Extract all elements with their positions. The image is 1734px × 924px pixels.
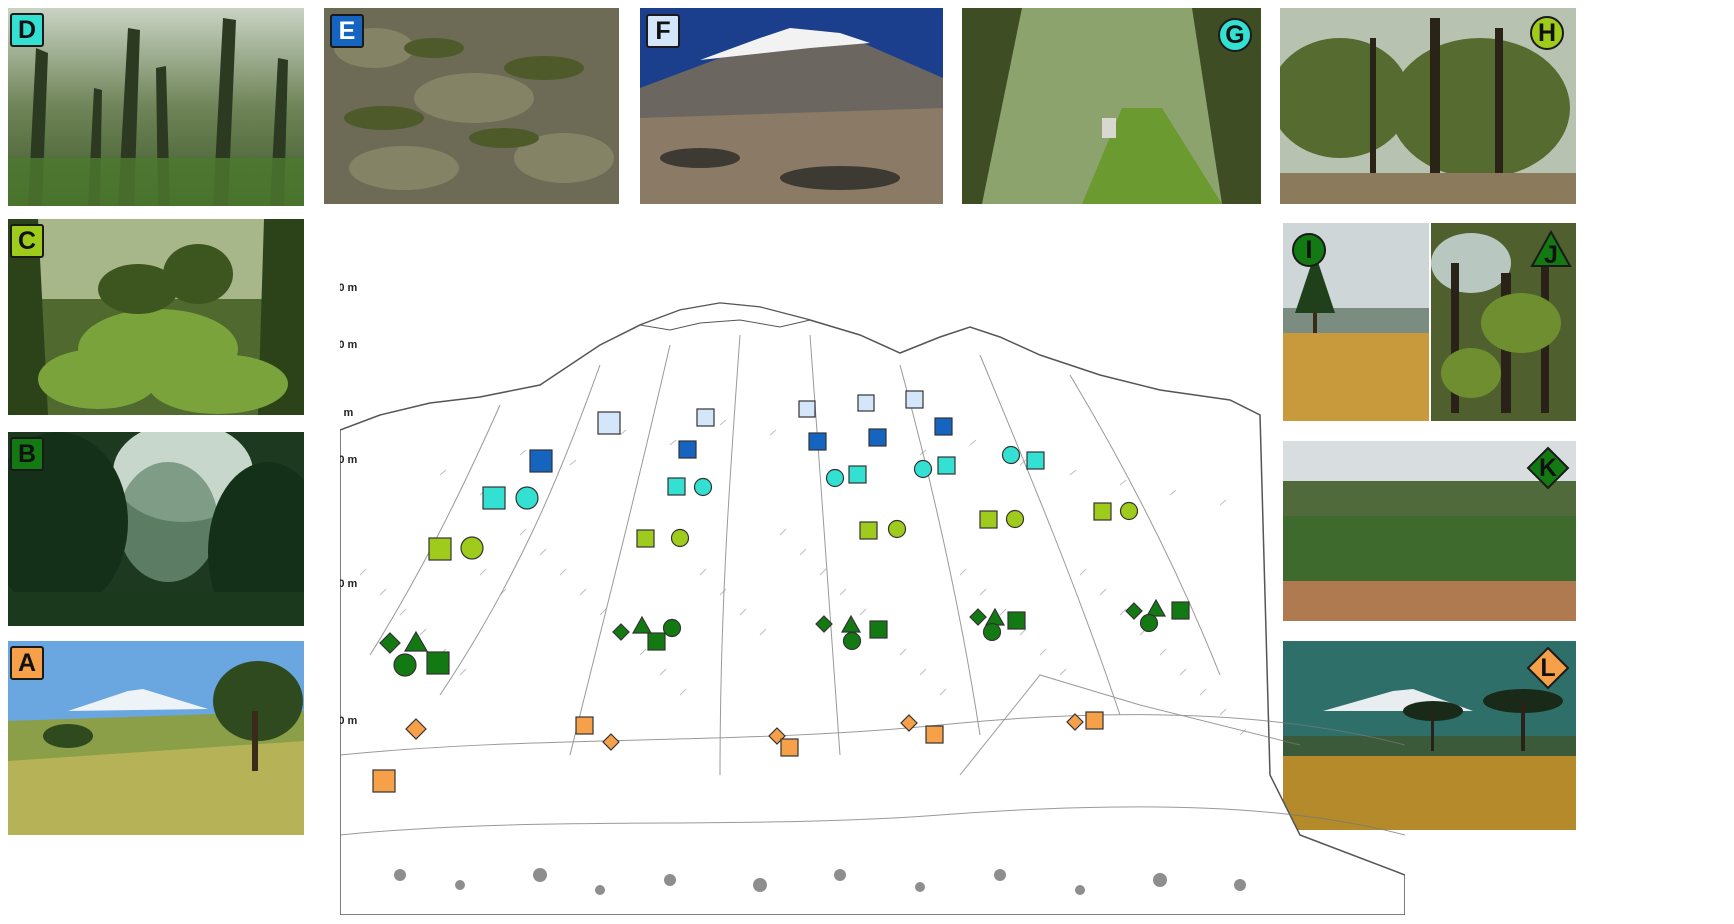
- altitude-label: 1000 m: [340, 715, 358, 727]
- marker-turquoise-circle: [825, 468, 845, 488]
- marker-dark-green-square: [1007, 611, 1026, 630]
- marker-lime-square: [1093, 502, 1112, 521]
- photo-c-montane-forest: [8, 219, 304, 415]
- marker-dark-green-square: [869, 620, 888, 639]
- photo-f-alpine-desert: [640, 8, 943, 204]
- marker-pale-blue-square: [857, 394, 875, 412]
- altitude-label: 2000 m: [340, 578, 358, 590]
- marker-dark-green-triangle: [631, 615, 653, 634]
- marker-dark-blue-square: [678, 440, 697, 459]
- marker-turquoise-circle: [1001, 445, 1021, 465]
- marker-dark-blue-square: [934, 417, 953, 436]
- plot-markers: [372, 390, 1190, 793]
- marker-turquoise-circle: [515, 486, 539, 510]
- altitude-axis: 6000 m 5000 m 4000 m 3000 m 2000 m 1000 …: [340, 282, 358, 727]
- marker-dark-green-circle: [662, 618, 682, 638]
- photo-label-l: L: [1526, 646, 1570, 690]
- marker-dark-green-diamond: [969, 608, 987, 626]
- marker-orange-diamond: [1066, 713, 1084, 731]
- marker-orange-square: [780, 738, 799, 757]
- marker-pale-blue-square: [696, 408, 715, 427]
- marker-orange-square: [1085, 711, 1104, 730]
- marker-dark-green-triangle: [403, 630, 429, 652]
- photo-label-i: I: [1292, 233, 1326, 267]
- marker-dark-green-circle: [1139, 613, 1159, 633]
- photo-label-e: E: [330, 14, 364, 48]
- photo-label-g: G: [1218, 18, 1252, 52]
- marker-dark-blue-square: [868, 428, 887, 447]
- photo-l-maize-field: [1283, 641, 1576, 830]
- marker-orange-square: [372, 769, 396, 793]
- photo-label-b: B: [10, 437, 44, 471]
- marker-lime-square: [979, 510, 998, 529]
- marker-lime-square: [428, 537, 452, 561]
- marker-dark-green-square: [426, 651, 450, 675]
- marker-turquoise-square: [848, 465, 867, 484]
- marker-dark-green-triangle: [1145, 598, 1167, 617]
- altitude-label: 6000 m: [340, 282, 358, 294]
- marker-lime-square: [859, 521, 878, 540]
- photo-g-disturbed-forest: [962, 8, 1261, 204]
- altitude-label: 5000 m: [340, 339, 358, 351]
- marker-dark-green-diamond: [815, 615, 833, 633]
- marker-lime-circle: [887, 519, 907, 539]
- marker-turquoise-square: [1026, 451, 1045, 470]
- photo-e-ericaceous-heath: [324, 8, 619, 204]
- marker-turquoise-square: [482, 486, 506, 510]
- photo-label-c: C: [10, 224, 44, 258]
- mountain-sketch: [340, 302, 1405, 915]
- marker-dark-green-diamond: [379, 632, 401, 654]
- marker-dark-blue-square: [808, 432, 827, 451]
- marker-orange-square: [925, 725, 944, 744]
- marker-lime-circle: [670, 528, 690, 548]
- marker-pale-blue-square: [798, 400, 816, 418]
- marker-pale-blue-square: [905, 390, 924, 409]
- marker-orange-square: [575, 716, 594, 735]
- marker-dark-green-diamond: [612, 623, 630, 641]
- marker-dark-green-circle: [842, 631, 862, 651]
- photo-label-j: J: [1530, 230, 1572, 269]
- marker-lime-circle: [460, 536, 484, 560]
- altitude-label: 3000 m: [340, 454, 358, 466]
- marker-pale-blue-square: [597, 411, 621, 435]
- photo-a-savanna: [8, 641, 304, 835]
- marker-turquoise-circle: [913, 459, 933, 479]
- photo-b-misty-forest: [8, 432, 304, 626]
- photo-label-h: H: [1530, 16, 1564, 50]
- photo-label-k: K: [1526, 446, 1570, 490]
- marker-dark-green-circle: [982, 622, 1002, 642]
- marker-orange-diamond: [900, 714, 918, 732]
- marker-dark-green-diamond: [1125, 602, 1143, 620]
- marker-dark-green-square: [647, 632, 666, 651]
- marker-orange-diamond: [602, 733, 620, 751]
- marker-dark-green-square: [1171, 601, 1190, 620]
- photo-label-a: A: [10, 646, 44, 680]
- marker-turquoise-square: [667, 477, 686, 496]
- photo-label-f: F: [646, 14, 680, 48]
- marker-dark-green-circle: [393, 653, 417, 677]
- photo-h-logged-forest: [1280, 8, 1576, 204]
- mountain-transect-diagram: 6000 m 5000 m 4000 m 3000 m 2000 m 1000 …: [340, 282, 1405, 915]
- marker-lime-circle: [1005, 509, 1025, 529]
- photo-d-upper-montane-forest: [8, 8, 304, 206]
- marker-turquoise-circle: [693, 477, 713, 497]
- photo-k-coffee-plantation: [1283, 441, 1576, 621]
- altitude-label: 4000 m: [340, 407, 354, 419]
- marker-lime-square: [636, 529, 655, 548]
- photo-label-d: D: [10, 13, 44, 47]
- marker-lime-circle: [1119, 501, 1139, 521]
- marker-turquoise-square: [937, 456, 956, 475]
- marker-orange-diamond: [405, 718, 427, 740]
- marker-dark-blue-square: [529, 449, 553, 473]
